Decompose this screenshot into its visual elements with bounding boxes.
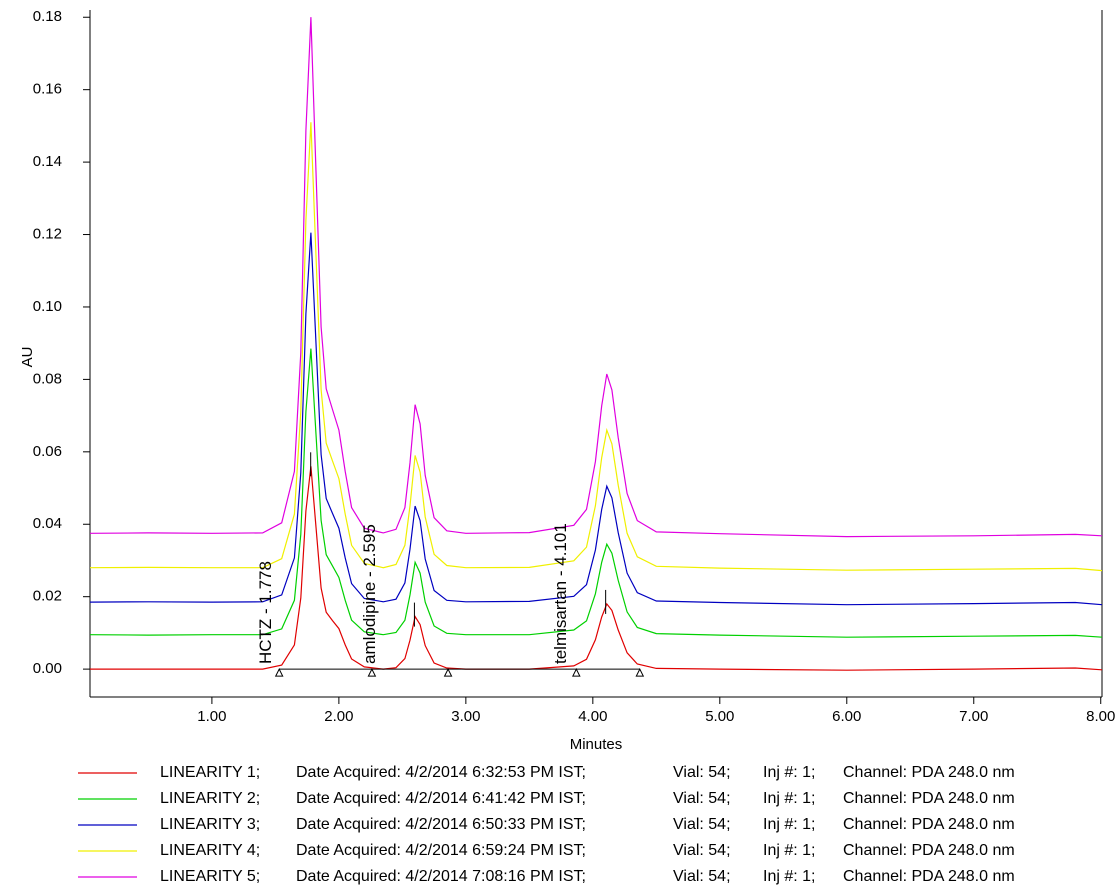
legend-channel: Channel: PDA 248.0 nm — [843, 790, 1015, 807]
legend-channel: Channel: PDA 248.0 nm — [843, 868, 1015, 885]
legend-name: LINEARITY 2; — [160, 790, 260, 807]
legend-acquired: Date Acquired: 4/2/2014 6:32:53 PM IST; — [296, 764, 586, 781]
legend-name: LINEARITY 4; — [160, 842, 260, 859]
legend-acquired: Date Acquired: 4/2/2014 6:59:24 PM IST; — [296, 842, 586, 859]
peak-label: amlodipine - 2.595 — [360, 524, 379, 664]
legend-vial: Vial: 54; — [673, 868, 731, 885]
legend-channel: Channel: PDA 248.0 nm — [843, 816, 1015, 833]
peak-label: telmisartan - 4.101 — [551, 523, 570, 664]
legend-vial: Vial: 54; — [673, 764, 731, 781]
legend-injection: Inj #: 1; — [763, 816, 815, 833]
legend-acquired: Date Acquired: 4/2/2014 6:50:33 PM IST; — [296, 816, 586, 833]
legend-vial: Vial: 54; — [673, 842, 731, 859]
x-tick-label: 4.00 — [578, 708, 607, 725]
y-tick-label: 0.10 — [33, 298, 62, 315]
legend-injection: Inj #: 1; — [763, 790, 815, 807]
y-tick-label: 0.12 — [33, 226, 62, 243]
x-tick-label: 7.00 — [959, 708, 988, 725]
y-tick-label: 0.02 — [33, 588, 62, 605]
y-tick-label: 0.14 — [33, 153, 62, 170]
legend-vial: Vial: 54; — [673, 790, 731, 807]
legend-name: LINEARITY 5; — [160, 868, 260, 885]
legend-name: LINEARITY 1; — [160, 764, 260, 781]
series-line — [89, 17, 1103, 538]
legend-vial: Vial: 54; — [673, 816, 731, 833]
legend-injection: Inj #: 1; — [763, 842, 815, 859]
series-line — [90, 466, 1103, 671]
legend-channel: Channel: PDA 248.0 nm — [843, 764, 1015, 781]
x-tick-label: 1.00 — [197, 708, 226, 725]
x-tick-label: 3.00 — [451, 708, 480, 725]
x-tick-label: 2.00 — [324, 708, 353, 725]
legend-injection: Inj #: 1; — [763, 868, 815, 885]
legend-acquired: Date Acquired: 4/2/2014 7:08:16 PM IST; — [296, 868, 586, 885]
legend-injection: Inj #: 1; — [763, 764, 815, 781]
y-tick-label: 0.18 — [33, 8, 62, 25]
x-tick-label: 8.00 — [1086, 708, 1115, 725]
series-line — [89, 122, 1103, 572]
y-tick-label: 0.16 — [33, 81, 62, 98]
legend-name: LINEARITY 3; — [160, 816, 260, 833]
y-tick-label: 0.04 — [33, 515, 62, 532]
peak-label: HCTZ - 1.778 — [256, 561, 275, 664]
series-line — [89, 348, 1103, 638]
series-line — [89, 232, 1103, 606]
baseline-mark — [367, 667, 377, 677]
baseline-mark — [274, 667, 284, 677]
x-axis-label: Minutes — [570, 736, 623, 753]
y-tick-label: 0.06 — [33, 443, 62, 460]
baseline-mark — [443, 667, 453, 677]
x-tick-label: 5.00 — [705, 708, 734, 725]
y-axis-label: AU — [19, 347, 36, 368]
legend-acquired: Date Acquired: 4/2/2014 6:41:42 PM IST; — [296, 790, 586, 807]
x-tick-label: 6.00 — [832, 708, 861, 725]
baseline-mark — [572, 667, 581, 677]
y-tick-label: 0.08 — [33, 370, 62, 387]
legend-channel: Channel: PDA 248.0 nm — [843, 842, 1015, 859]
baseline-mark — [635, 667, 645, 677]
y-tick-label: 0.00 — [33, 660, 62, 677]
